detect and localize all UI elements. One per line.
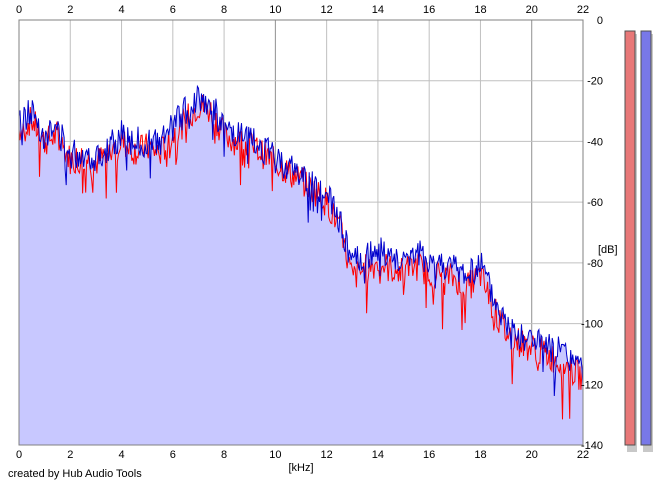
x-tick-label: 16 [423, 449, 435, 461]
x-tick-label: 10 [269, 4, 281, 16]
x-tick-label: 18 [474, 4, 486, 16]
x-tick-label: 12 [321, 449, 333, 461]
level-meter-left [624, 30, 636, 446]
x-tick-label: 0 [16, 449, 22, 461]
x-tick-label: 18 [474, 449, 486, 461]
x-tick-label: 20 [526, 449, 538, 461]
y-tick-label: -20 [587, 76, 603, 88]
x-tick-label: 14 [372, 449, 384, 461]
x-tick-label: 14 [372, 4, 384, 16]
y-tick-labels: 0 -20 -40 -60 -80 -100 -120 -140 [581, 15, 603, 452]
y-axis-label: [dB] [598, 244, 618, 256]
x-tick-label: 2 [67, 449, 73, 461]
level-meters [624, 30, 653, 452]
y-tick-label: 0 [597, 15, 603, 27]
y-tick-label: -60 [587, 197, 603, 209]
plot-frame [18, 19, 584, 446]
x-tick-label: 6 [170, 4, 176, 16]
series-line-right [18, 84, 584, 397]
x-tick-label: 0 [16, 4, 22, 16]
y-tick-label: -100 [581, 319, 603, 331]
series-line-left [18, 95, 584, 420]
x-tick-label: 8 [221, 449, 227, 461]
x-tick-label: 20 [526, 4, 538, 16]
spectrum-fill-area [19, 86, 583, 446]
x-tick-label: 4 [118, 4, 124, 16]
y-tick-label: -120 [581, 379, 603, 391]
x-axis-label: [kHz] [288, 462, 313, 474]
x-tick-label: 16 [423, 4, 435, 16]
x-tick-label: 6 [170, 449, 176, 461]
credit-text: created by Hub Audio Tools [8, 468, 142, 480]
x-tick-label: 2 [67, 4, 73, 16]
y-tick-label: -80 [587, 258, 603, 270]
y-tick-label: -40 [587, 136, 603, 148]
x-tick-label: 4 [118, 449, 124, 461]
x-tick-label: 22 [577, 449, 589, 461]
level-meter-right [640, 30, 652, 446]
x-tick-label: 8 [221, 4, 227, 16]
y-tick-label: -140 [581, 440, 603, 452]
x-tick-label: 10 [269, 449, 281, 461]
x-tick-label: 12 [321, 4, 333, 16]
x-tick-label: 22 [577, 4, 589, 16]
